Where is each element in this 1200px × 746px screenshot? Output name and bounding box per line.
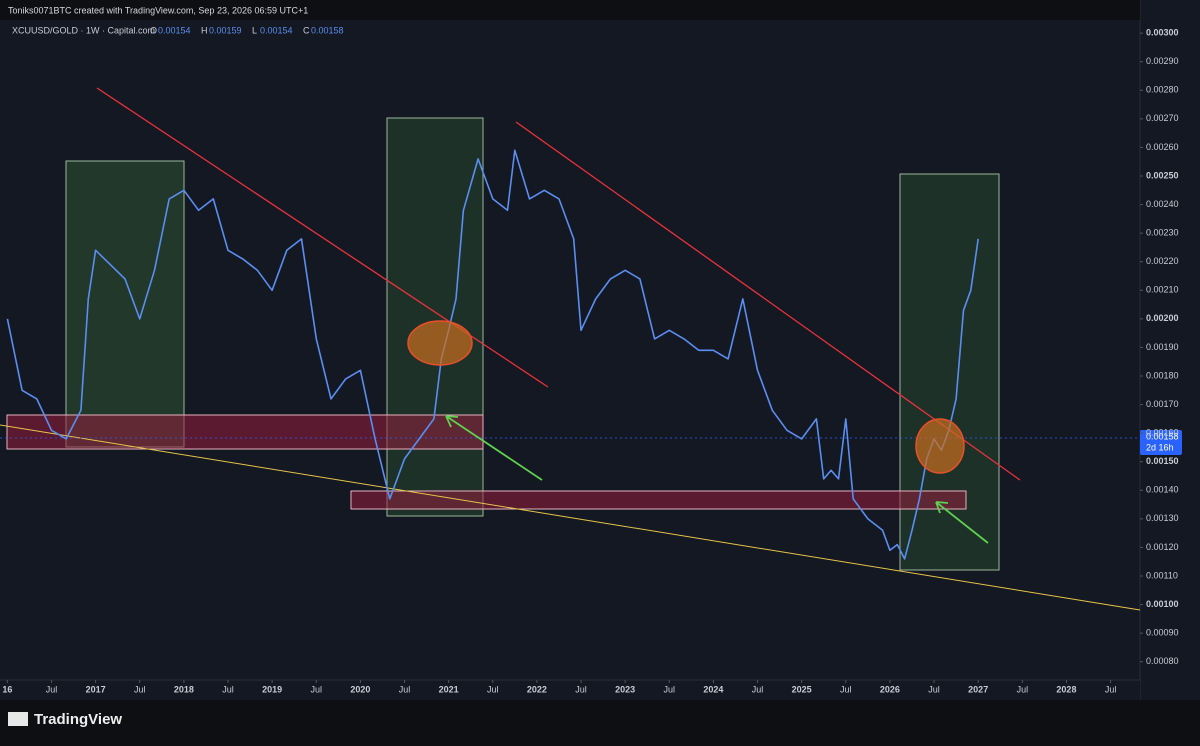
symbol: XCUUSD/GOLD · 1W · Capital.com [12,25,155,35]
x-tick-label: 2027 [968,684,988,694]
x-tick-label: Jul [487,684,499,694]
x-tick-label: 2022 [527,684,547,694]
box [65,160,185,448]
y-tick-label: 0.00170 [1146,399,1179,409]
x-tick-label: 2023 [615,684,635,694]
footer: TradingView [34,711,122,728]
x-tick-label: 2021 [439,684,459,694]
y-tick-label: 0.00160 [1146,428,1179,438]
price-axis [1140,0,1200,700]
y-tick-label: 0.00100 [1146,599,1179,609]
x-tick-label: 2025 [792,684,812,694]
x-tick-label: Jul [575,684,587,694]
y-tick-label: 0.00240 [1146,199,1179,209]
trendline [96,87,549,388]
y-tick-label: 0.00210 [1146,285,1179,295]
header: Toniks0071BTC created with TradingView.c… [8,5,308,15]
x-tick-label: Jul [1017,684,1029,694]
logo [8,712,28,726]
x-tick-label: 2017 [86,684,106,694]
time-axis [0,680,1140,700]
x-tick-label: Jul [752,684,764,694]
x-tick-label: Jul [840,684,852,694]
zone [6,414,484,450]
x-tick-label: Jul [928,684,940,694]
x-tick-label: 16 [2,684,12,694]
box [386,117,484,517]
highlights [407,320,989,544]
y-tick-label: 0.00190 [1146,342,1179,352]
x-tick-label: 2020 [350,684,370,694]
x-tick-label: Jul [311,684,323,694]
arrow [935,501,989,544]
x-tick-label: 2024 [703,684,723,694]
last-price: 0.00158 [1146,431,1179,441]
zone [350,490,967,510]
ellipse [407,320,473,366]
y-tick-label: 0.00290 [1146,56,1179,66]
y-tick-label: 0.00230 [1146,228,1179,238]
x-tick-label: Jul [1105,684,1117,694]
x-tick-label: Jul [664,684,676,694]
price-tag [1140,430,1182,455]
y-tick-label: 0.00270 [1146,113,1179,123]
arrow [445,415,543,481]
ohlc-label: O [150,25,157,35]
x-tick-label: Jul [134,684,146,694]
x-tick-label: Jul [222,684,234,694]
ohlc-value: 0.00154 [260,25,293,35]
y-tick-label: 0.00110 [1146,570,1178,580]
drawings [0,87,1141,611]
y-tick-label: 0.00180 [1146,370,1179,380]
y-tick-label: 0.00200 [1146,313,1179,323]
price-line [6,149,979,560]
x-tick-label: 2018 [174,684,194,694]
ohlc-value: 0.00158 [311,25,344,35]
y-tick-label: 0.00220 [1146,256,1179,266]
y-tick-label: 0.00090 [1146,628,1179,638]
box [899,173,1000,571]
y-tick-label: 0.00120 [1146,542,1179,552]
x-tick-label: 2028 [1056,684,1076,694]
ellipse [915,418,965,474]
y-tick-label: 0.00280 [1146,85,1179,95]
y-tick-label: 0.00140 [1146,485,1179,495]
ohlc-label: H [201,25,208,35]
ohlc-label: C [303,25,310,35]
ohlc: O 0.00154 H 0.00159 L 0.00154 C 0.00158 [150,25,344,35]
y-tick-label: 0.00300 [1146,28,1179,38]
ohlc-label: L [252,25,257,35]
trendline [0,424,1141,611]
ohlc-value: 0.00154 [158,25,191,35]
x-tick-label: Jul [399,684,411,694]
series-layer [6,149,979,560]
x-tick-label: 2019 [262,684,282,694]
y-tick-label: 0.00260 [1146,142,1179,152]
plot-area [0,0,1140,680]
y-tick-label: 0.00080 [1146,656,1179,666]
countdown: 2d 16h [1146,442,1174,452]
y-tick-label: 0.00130 [1146,513,1179,523]
top-bar [0,0,1140,20]
ohlc-value: 0.00159 [209,25,242,35]
y-tick-label: 0.00150 [1146,456,1179,466]
x-tick-label: Jul [46,684,58,694]
y-tick-label: 0.00250 [1146,170,1179,180]
x-tick-label: 2026 [880,684,900,694]
